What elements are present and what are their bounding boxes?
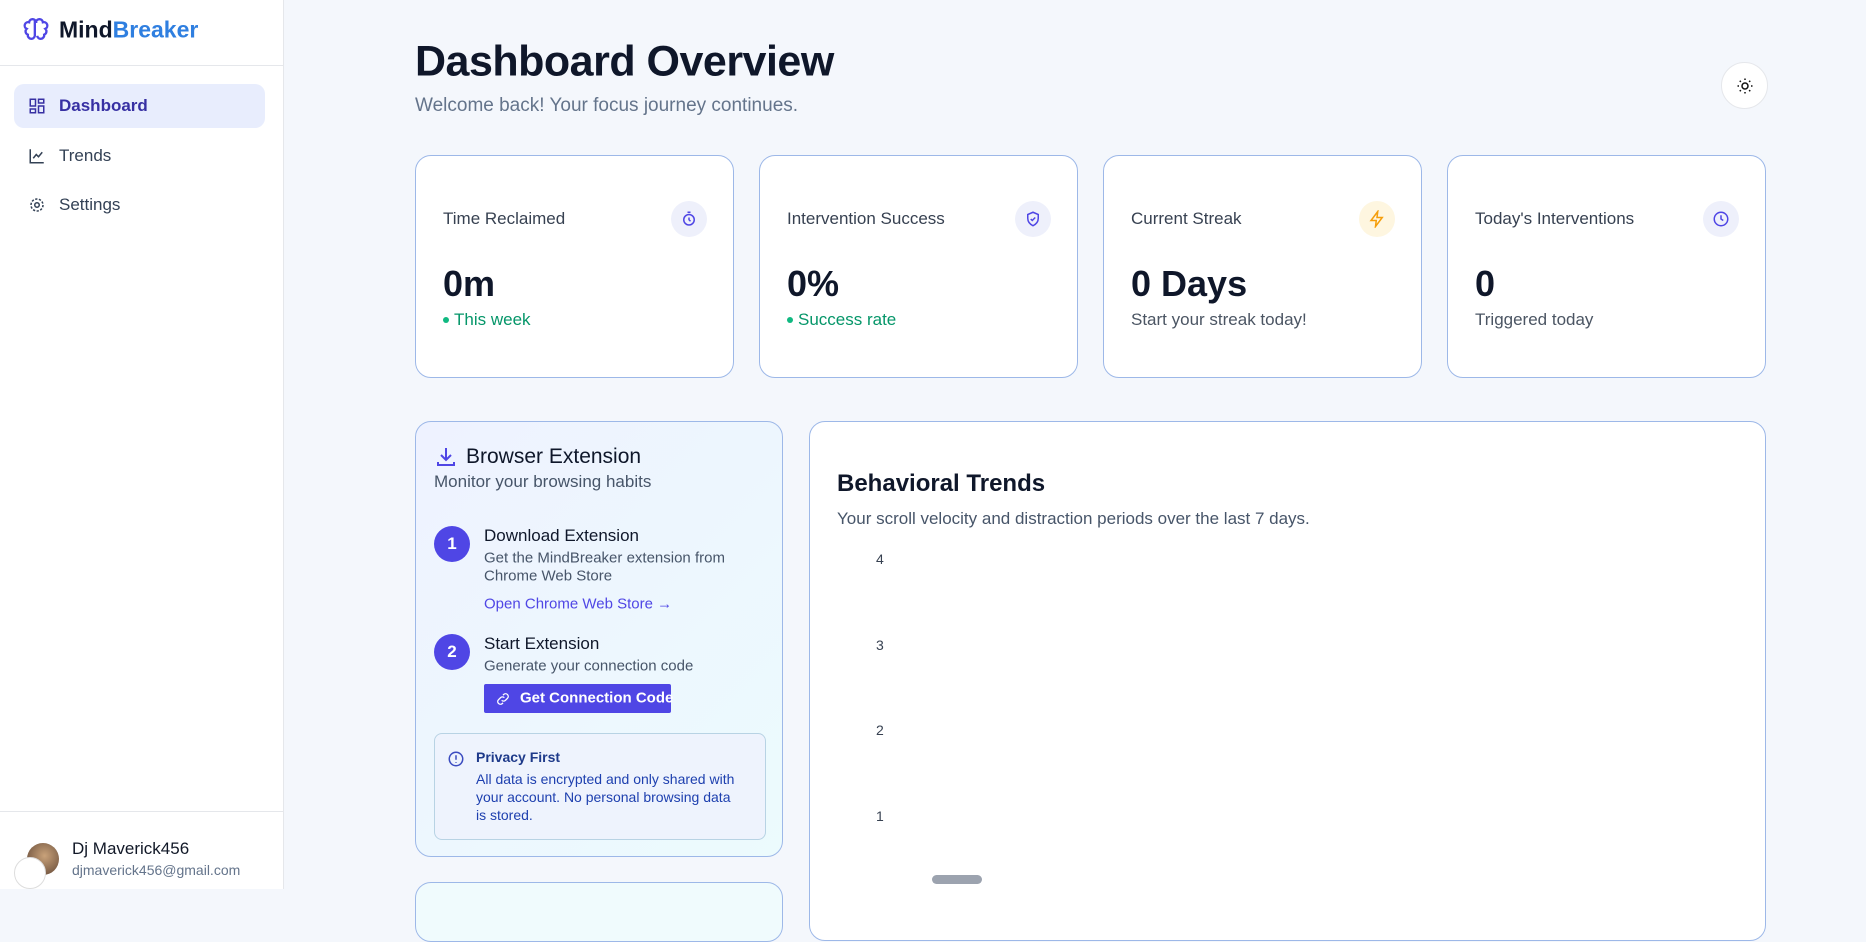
stat-note: This week xyxy=(454,310,531,329)
stat-label: Time Reclaimed xyxy=(443,209,566,228)
privacy-text: All data is encrypted and only shared wi… xyxy=(476,771,735,787)
nav-active-bg[interactable] xyxy=(14,84,265,128)
privacy-box: Privacy First All data is encrypted and … xyxy=(434,733,766,840)
nav-item[interactable]: Settings xyxy=(59,195,121,214)
next-card xyxy=(415,882,783,942)
stat-value: 0 Days xyxy=(1131,263,1248,304)
y-tick-label: 3 xyxy=(876,636,884,653)
nav-icon xyxy=(29,149,44,164)
nav-icon xyxy=(29,98,45,114)
extension-title: Browser Extension xyxy=(466,445,642,468)
scroll-handle[interactable] xyxy=(932,875,982,884)
page-subtitle: Welcome back! Your focus journey continu… xyxy=(415,95,799,116)
nav-item[interactable]: Trends xyxy=(59,146,112,165)
status-badge xyxy=(14,857,46,889)
theme-toggle[interactable] xyxy=(1721,62,1768,109)
step-description: Get the MindBreaker extension from xyxy=(484,549,725,567)
stat-icon xyxy=(1703,201,1739,237)
icon xyxy=(1027,211,1039,227)
nav-item[interactable]: Dashboard xyxy=(59,96,148,115)
step-title: Download Extension xyxy=(484,526,639,545)
brand: MindBreaker xyxy=(59,17,198,44)
info-icon xyxy=(448,751,464,767)
link-icon xyxy=(497,693,509,705)
brand-icon xyxy=(23,18,49,40)
sun-icon xyxy=(1737,78,1752,93)
extension-card: Browser Extension Monitor your browsing … xyxy=(415,421,783,857)
step-title: Start Extension xyxy=(484,634,600,653)
download-icon xyxy=(437,448,455,466)
stat-card: Current Streak 0 Days Start your streak to… xyxy=(1103,155,1422,378)
stat-note: Triggered today xyxy=(1475,310,1594,329)
privacy-title: Privacy First xyxy=(476,749,561,765)
user-email: djmaverick456@gmail.com xyxy=(72,862,241,878)
stat-icon xyxy=(671,201,707,237)
stat-value: 0% xyxy=(787,263,840,304)
user-name: Dj Maverick456 xyxy=(72,839,190,858)
connect-button[interactable]: Get Connection Code xyxy=(484,684,674,713)
step-description: Generate your connection code xyxy=(484,657,694,675)
trends-title: Behavioral Trends xyxy=(837,470,1046,497)
stat-label: Today's Interventions xyxy=(1475,209,1635,228)
stat-note: Start your streak today! xyxy=(1131,310,1307,329)
brand-second: Breaker xyxy=(112,16,199,43)
icon xyxy=(1713,211,1729,227)
divider xyxy=(0,811,283,812)
privacy-text: is stored. xyxy=(476,807,533,823)
step-description: Chrome Web Store xyxy=(484,567,613,585)
stat-label: Current Streak xyxy=(1131,209,1242,228)
stat-card: Time Reclaimed 0m This week xyxy=(415,155,734,378)
divider xyxy=(0,65,283,66)
page: {"sidebar": {"brand_first": "Mind", "bra… xyxy=(0,0,1768,942)
sidebar: MindBreaker Dashboard Trends Settings Dj… xyxy=(0,0,284,889)
step-number: 2 xyxy=(434,634,470,670)
icon xyxy=(683,211,695,226)
stat-icon xyxy=(1015,201,1051,237)
y-tick-label: 1 xyxy=(876,808,884,824)
trends-card: Behavioral Trends Your scroll velocity a… xyxy=(809,421,1766,941)
extension-subtitle: Monitor your browsing habits xyxy=(434,472,652,491)
stat-card: Intervention Success 0% Success rate xyxy=(759,155,1078,378)
stat-card: Today's Interventions 0 Triggered today xyxy=(1447,155,1766,378)
y-tick-label: 4 xyxy=(876,551,884,567)
stat-label: Intervention Success xyxy=(787,209,945,228)
trends-subtitle: Your scroll velocity and distraction per… xyxy=(837,509,1310,528)
stat-value: 0 xyxy=(1475,263,1496,304)
y-tick-label: 2 xyxy=(876,722,884,739)
stat-icon xyxy=(1359,201,1395,237)
page-title: Dashboard Overview xyxy=(415,37,834,86)
brand-first: Mind xyxy=(59,16,113,43)
status-dot xyxy=(787,317,793,323)
privacy-text: your account. No personal browsing data xyxy=(476,789,731,805)
stat-note: Success rate xyxy=(798,310,897,329)
stat-value: 0m xyxy=(443,263,496,304)
status-dot xyxy=(443,317,449,323)
icon xyxy=(1369,210,1384,228)
step-number: 1 xyxy=(434,526,470,562)
button-label: Get Connection Code xyxy=(520,689,674,707)
nav-icon xyxy=(30,198,44,212)
store-link[interactable]: Open Chrome Web Store → xyxy=(484,595,673,613)
